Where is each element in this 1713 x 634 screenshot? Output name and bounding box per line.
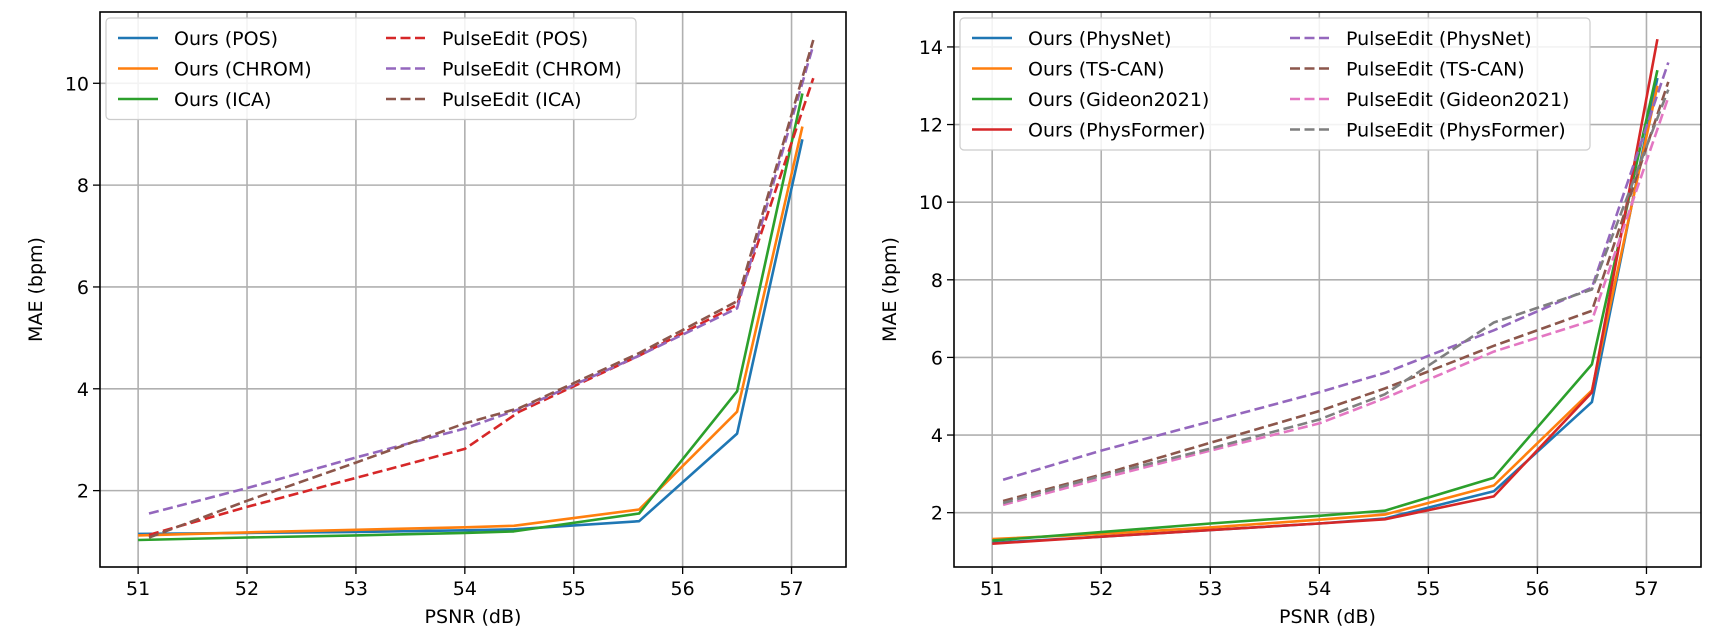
plot-frame <box>953 11 1702 568</box>
y-tick-label: 4 <box>77 379 89 401</box>
legend-label: PulseEdit (POS) <box>442 28 588 50</box>
y-tick-label: 10 <box>65 73 89 95</box>
legend: Ours (POS) Ours (CHROM) Ours (ICA) PulseEdi… <box>105 17 637 121</box>
x-tick-label: 54 <box>453 578 477 600</box>
legend-label: PulseEdit (CHROM) <box>442 59 622 81</box>
series-line-ours-physformer <box>992 38 1659 545</box>
x-tick-label: 52 <box>235 578 259 600</box>
y-axis-label: MAE (bpm) <box>25 237 47 342</box>
x-tick-label: 51 <box>126 578 150 600</box>
series-line-pulseedit-chrom <box>148 44 815 515</box>
series-line-pulseedit-physformer <box>1002 89 1670 505</box>
legend-box <box>105 17 637 121</box>
series-line-pulseedit-gideon2021 <box>1002 96 1670 507</box>
series-group <box>992 38 1670 545</box>
y-tick-label: 2 <box>931 503 943 525</box>
x-tick-label: 56 <box>1525 578 1549 600</box>
series-line-pulseedit-pos <box>148 77 815 537</box>
x-tick-label: 55 <box>562 578 586 600</box>
y-tick-label: 12 <box>919 115 943 137</box>
legend-label: PulseEdit (PhysFormer) <box>1346 120 1566 142</box>
y-tick-label: 6 <box>77 277 89 299</box>
y-tick-label: 14 <box>919 37 943 59</box>
plot-frame <box>99 11 847 568</box>
series-group <box>138 39 815 542</box>
chart-panel-1: 51 52 53 54 55 56 57 2 4 6 8 10 PSNR (dB) MAE (bpm) Ou… <box>25 11 847 628</box>
legend-label: PulseEdit (TS-CAN) <box>1346 59 1525 81</box>
x-tick-label: 53 <box>344 578 368 600</box>
legend-label: Ours (Gideon2021) <box>1028 89 1209 111</box>
x-tick-label: 57 <box>779 578 803 600</box>
x-tick-label: 54 <box>1307 578 1331 600</box>
legend-label: Ours (PhysFormer) <box>1028 120 1206 142</box>
x-tick-label: 51 <box>980 578 1004 600</box>
legend-label: Ours (PhysNet) <box>1028 28 1172 50</box>
legend-label: PulseEdit (PhysNet) <box>1346 28 1532 50</box>
y-tick-label: 6 <box>931 347 943 369</box>
legend-label: Ours (TS-CAN) <box>1028 59 1165 81</box>
y-tick-label: 4 <box>931 425 943 447</box>
x-tick-label: 55 <box>1416 578 1440 600</box>
legend-label: Ours (ICA) <box>174 89 271 111</box>
series-line-pulseedit-ts-can <box>1002 81 1670 503</box>
x-axis-label: PSNR (dB) <box>425 606 522 628</box>
legend-label: Ours (CHROM) <box>174 59 312 81</box>
series-line-ours-ica <box>138 93 804 542</box>
legend-label: PulseEdit (ICA) <box>442 89 582 111</box>
y-tick-label: 2 <box>77 481 89 503</box>
chart-panel-2: 51 52 53 54 55 56 57 2 4 6 8 10 12 14 PSNR (dB) MAE (bp… <box>879 11 1702 628</box>
legend: Ours (PhysNet) Ours (TS-CAN) Ours (Gideon2… <box>959 17 1591 151</box>
x-tick-label: 56 <box>671 578 695 600</box>
y-tick-label: 10 <box>919 192 943 214</box>
legend-label: PulseEdit (Gideon2021) <box>1346 89 1569 111</box>
series-line-ours-gideon2021 <box>992 69 1659 542</box>
series-line-pulseedit-ica <box>148 39 815 539</box>
x-tick-label: 52 <box>1089 578 1113 600</box>
series-line-ours-ts-can <box>992 85 1659 541</box>
series-line-ours-pos <box>138 139 804 536</box>
legend-label: Ours (POS) <box>174 28 278 50</box>
series-line-ours-chrom <box>138 126 804 537</box>
x-axis-label: PSNR (dB) <box>1279 606 1376 628</box>
x-tick-label: 57 <box>1634 578 1658 600</box>
x-tick-label: 53 <box>1198 578 1222 600</box>
y-tick-label: 8 <box>77 175 89 197</box>
y-tick-label: 8 <box>931 270 943 292</box>
legend-box <box>959 17 1591 151</box>
y-axis-label: MAE (bpm) <box>879 237 901 342</box>
